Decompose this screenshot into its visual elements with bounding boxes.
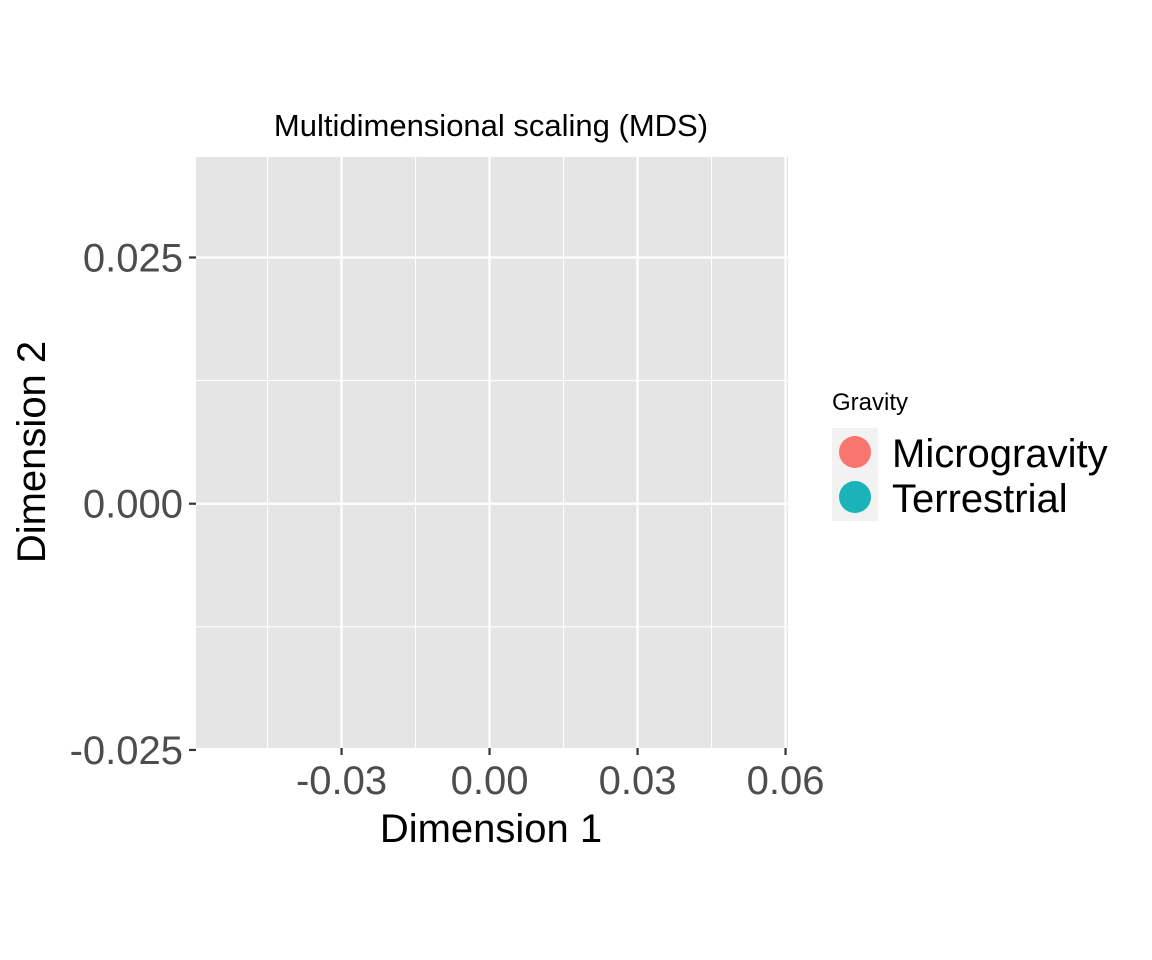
legend-label-microgravity: Microgravity — [892, 432, 1108, 476]
legend-title: Gravity — [832, 389, 908, 416]
grid-minor — [196, 157, 788, 748]
x-tick-label: 0.06 — [747, 759, 825, 803]
legend: Gravity Microgravity Terrestrial — [832, 389, 1108, 521]
x-axis-ticks: -0.03 0.00 0.03 0.06 — [296, 748, 825, 803]
x-axis-title: Dimension 1 — [380, 807, 602, 851]
legend-key-microgravity — [839, 436, 871, 468]
y-tick-label: 0.025 — [83, 236, 183, 280]
y-axis-ticks: -0.025 0.000 0.025 — [70, 236, 196, 773]
x-tick-label: 0.03 — [599, 759, 677, 803]
grid-major — [196, 157, 788, 752]
chart-title: Multidimensional scaling (MDS) — [274, 108, 708, 143]
legend-key-terrestrial — [839, 481, 871, 513]
legend-item-terrestrial: Terrestrial — [839, 477, 1068, 521]
y-tick-label: 0.000 — [83, 483, 183, 527]
y-tick-label: -0.025 — [70, 729, 183, 773]
y-axis-title: Dimension 2 — [10, 341, 54, 563]
legend-item-microgravity: Microgravity — [839, 432, 1108, 476]
plot-panel — [196, 157, 788, 748]
x-tick-label: 0.00 — [451, 759, 529, 803]
legend-label-terrestrial: Terrestrial — [892, 477, 1068, 521]
x-tick-label: -0.03 — [296, 759, 387, 803]
